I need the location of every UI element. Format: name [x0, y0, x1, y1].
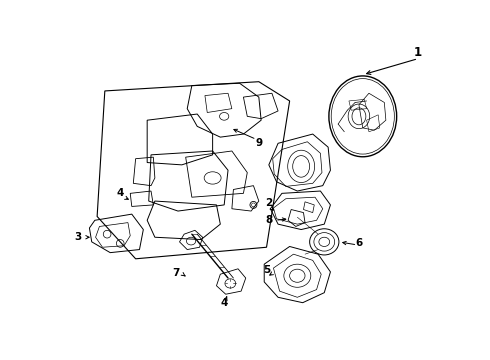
Text: 6: 6	[355, 238, 363, 248]
Text: 3: 3	[74, 232, 81, 242]
Text: 9: 9	[255, 138, 262, 148]
Text: 1: 1	[414, 46, 422, 59]
Text: 2: 2	[265, 198, 272, 208]
Text: 8: 8	[265, 215, 272, 225]
Text: 5: 5	[263, 265, 270, 275]
Text: 4: 4	[220, 298, 228, 309]
Text: 4: 4	[117, 188, 124, 198]
Text: 7: 7	[173, 268, 180, 278]
